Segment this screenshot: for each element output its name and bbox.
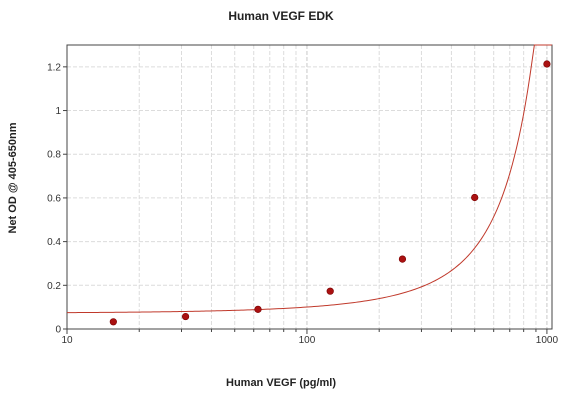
grid-lines [67, 45, 552, 329]
data-point [326, 287, 334, 295]
axis-ticks: 10 100 1000 0 0.2 0.4 0.6 0.8 1 1.2 [47, 62, 558, 346]
data-points [109, 60, 551, 326]
y-axis-label: Net OD @ 405-650nm [7, 122, 19, 233]
y-tick-label: 0.8 [47, 150, 61, 161]
data-point [181, 312, 190, 321]
plot-frame [66, 44, 553, 330]
x-tick-label: 100 [299, 335, 316, 346]
data-point [254, 305, 262, 313]
y-tick-label: 0.2 [47, 281, 61, 292]
chart-title: Human VEGF EDK [228, 9, 334, 23]
data-point [398, 255, 407, 263]
fit-curve-group [66, 44, 552, 314]
plot-border [66, 44, 553, 330]
x-axis-label: Human VEGF (pg/ml) [226, 377, 336, 389]
x-tick-label: 1000 [536, 335, 559, 346]
fit-curve [66, 44, 552, 314]
y-tick-label: 0.6 [47, 193, 61, 204]
x-tick-label: 10 [61, 335, 73, 346]
data-point [543, 60, 551, 68]
y-tick-label: 0 [55, 325, 61, 336]
data-point [109, 318, 117, 326]
y-tick-label: 1 [55, 106, 61, 117]
y-tick-label: 1.2 [47, 62, 61, 73]
y-tick-label: 0.4 [47, 237, 61, 248]
data-point [471, 193, 479, 202]
